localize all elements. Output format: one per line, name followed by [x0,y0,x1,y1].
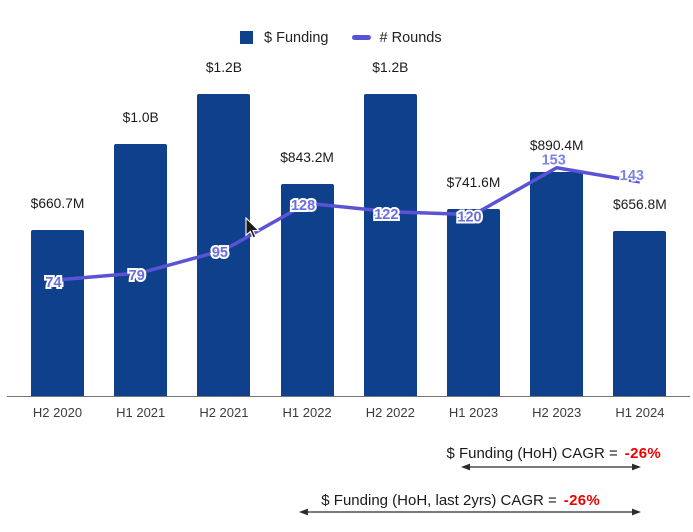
rounds-series-swatch-icon [351,35,371,40]
funding-bar-h2-2021 [197,93,251,396]
funding-value-label-h1-2024: $656.8M [613,196,667,212]
plot-area: $660.7M H2 2020 $1.0B H1 2021 $1.2B H2 2021 $8… [30,59,667,420]
x-axis-label-h2-2021: H2 2021 [199,405,249,420]
funding-value-label-h2-2023: $890.4M [529,137,584,153]
funding-bar-h1-2023 [447,209,500,396]
cagr-2yr-span-arrow [299,508,641,516]
x-axis-line [7,396,690,397]
x-axis-label-h1-2021: H1 2021 [116,405,166,420]
funding-bar-h1-2024 [613,230,667,396]
funding-bar-h2-2020 [31,229,84,396]
funding-bar-h2-2022 [363,93,417,396]
x-axis-label-h2-2023: H2 2023 [532,405,582,420]
x-axis-label-h1-2024: H1 2024 [615,405,665,420]
funding-bar-h1-2022 [280,183,334,396]
chart-legend: $ Funding # Rounds [240,29,442,46]
funding-bar-h2-2023 [530,171,584,396]
cagr-hoh-value: -26% [624,445,661,462]
cagr-2yr-annotation: $ Funding (HoH, last 2yrs) CAGR = -26% [321,492,600,509]
cagr-2yr-value: -26% [563,492,600,509]
funding-value-label-h2-2021: $1.2B [205,59,242,75]
funding-value-label-h1-2023: $741.6M [446,175,501,191]
funding-bar-h1-2021 [114,144,168,396]
x-axis-label-h1-2022: H1 2022 [282,405,332,420]
funding-value-label-h1-2021: $1.0B [122,110,159,126]
funding-value-label-h2-2022: $1.2B [372,59,409,75]
x-axis-label-h1-2023: H1 2023 [448,405,499,420]
funding-series-swatch-icon [240,31,253,44]
cagr-hoh-label: $ Funding (HoH) CAGR = [446,445,618,462]
funding-value-label-h2-2020: $660.7M [30,195,85,211]
cagr-hoh-span-arrow [461,463,641,471]
x-axis-label-h2-2020: H2 2020 [32,405,83,420]
cagr-2yr-label: $ Funding (HoH, last 2yrs) CAGR = [321,492,557,509]
cagr-hoh-annotation: $ Funding (HoH) CAGR = -26% [446,445,661,462]
funding-value-label-h1-2022: $843.2M [280,149,334,165]
x-axis-label-h2-2022: H2 2022 [365,405,415,420]
legend-rounds-label: # Rounds [379,29,442,46]
legend-funding-label: $ Funding [264,29,329,46]
mouse-cursor-icon [245,217,260,239]
